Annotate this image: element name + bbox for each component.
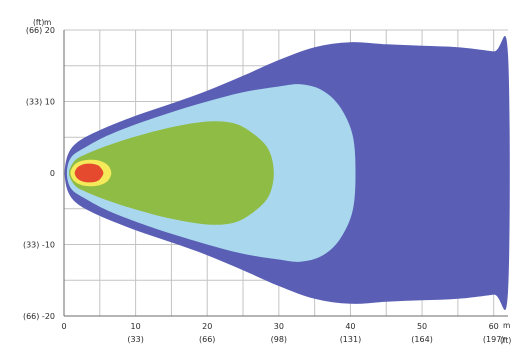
y-tick-label: (66) 20 [26,26,55,35]
y-tick-label: (66) -20 [23,312,55,321]
x-tick-label: 20 [202,322,212,331]
y-tick-label: 0 [50,169,55,178]
x-unit-label-secondary: (ft) [500,336,511,345]
x-tick-label: 60 [489,322,499,331]
x-tick-label: 30 [274,322,284,331]
x-tick-label-secondary: (33) [127,335,143,344]
tick-labels: (66) 20 (33) 10 0 (33) -10 (66) -20 0 10 (33) 20… [23,26,504,344]
y-tick-label: (33) 10 [26,98,55,107]
axes [63,30,508,317]
x-tick-label-secondary: (197) [483,335,505,344]
illumination-area-3 [69,121,274,225]
x-tick-label: 40 [345,322,355,331]
y-tick-label: (33) -10 [23,241,55,250]
x-tick-label: 50 [417,322,427,331]
x-unit-label: m [503,321,510,330]
illumination-areas [64,36,510,310]
y-unit-label-secondary: (ft) [33,18,44,27]
illumination-area-5 [74,163,104,183]
x-tick-label-secondary: (98) [271,335,287,344]
x-tick-label: 0 [61,322,66,331]
x-tick-label-secondary: (66) [199,335,215,344]
x-tick-label-secondary: (164) [411,335,433,344]
y-unit-label: m [44,18,51,27]
x-tick-label-secondary: (131) [340,335,362,344]
x-tick-label: 10 [131,322,141,331]
